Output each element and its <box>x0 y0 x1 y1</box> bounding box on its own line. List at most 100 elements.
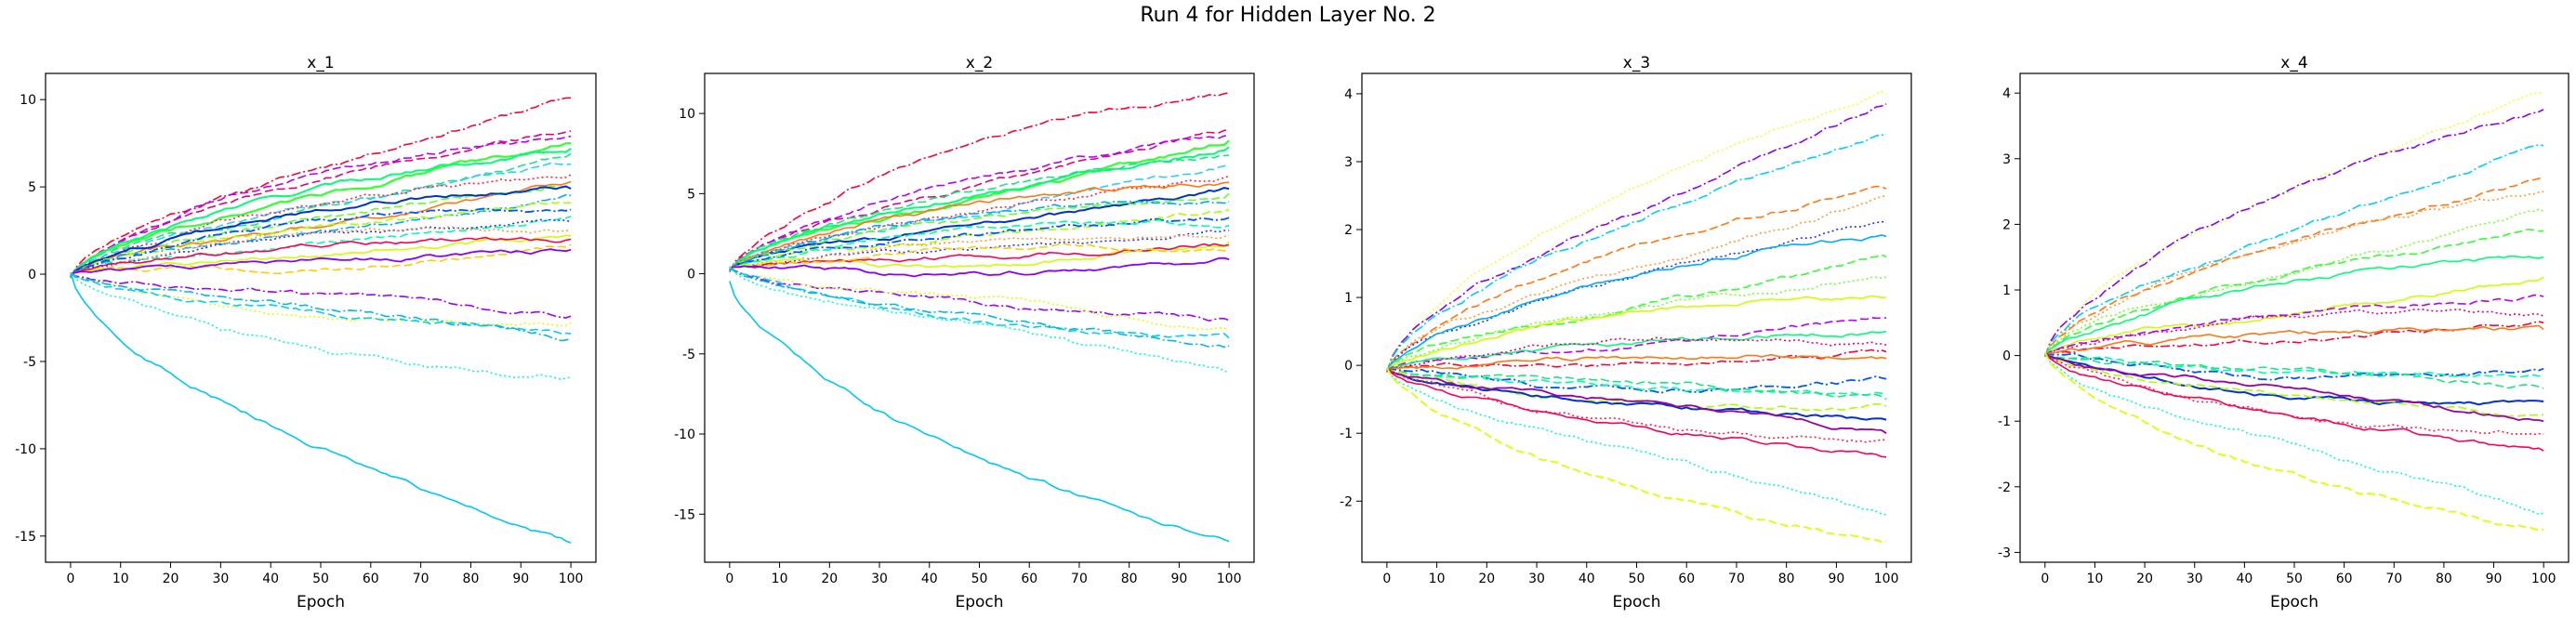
subplot-x1: 0 10 20 30 40 50 60 70 80 90 100 -15 -10 -5 0 5 10 x_1 Epo… <box>15 54 597 611</box>
x-tick-label: 30 <box>2186 572 2203 586</box>
x-tick-label: 80 <box>2436 572 2452 586</box>
subplot-x2: 0 10 20 30 40 50 60 70 80 90 100 -15 -10 -5 0 5 10 x_2 Epo… <box>674 54 1255 611</box>
series-line <box>2043 351 2544 532</box>
series-line <box>729 200 1230 270</box>
series-line <box>729 91 1230 272</box>
series-line <box>1386 90 1887 374</box>
x-axis-label: Epoch <box>1612 593 1660 611</box>
series-line <box>1386 366 1887 543</box>
y-tick-label: -2 <box>1998 480 2011 495</box>
series-line <box>2044 144 2544 358</box>
series-line <box>70 180 572 277</box>
series-line <box>70 147 572 278</box>
series-line <box>1386 330 1887 372</box>
series-line <box>70 272 572 335</box>
series-line <box>2044 352 2544 423</box>
y-tick-label: -5 <box>682 348 695 362</box>
series-line <box>2044 352 2544 417</box>
y-tick-label: -5 <box>23 355 36 370</box>
series-line <box>2044 256 2544 357</box>
x-tick-label: 100 <box>559 572 584 586</box>
series-line <box>70 207 572 276</box>
series-line <box>2044 308 2544 356</box>
series-line <box>729 135 1230 272</box>
series-line <box>70 97 572 279</box>
subplot-x4: 0 10 20 30 40 50 60 70 80 90 100 -3 -2 -1 0 1 2 3 4 x_4 Epoc… <box>1998 54 2569 611</box>
series-line <box>729 187 1230 271</box>
series-line <box>729 266 1230 375</box>
series-line <box>2044 352 2544 436</box>
x-tick-label: 80 <box>1121 572 1138 586</box>
series-line <box>729 266 1230 331</box>
series-line <box>1386 185 1887 373</box>
x-tick-label: 30 <box>212 572 229 586</box>
y-tick-label: 0 <box>28 268 36 283</box>
series-line <box>729 154 1230 271</box>
series-line <box>70 236 572 275</box>
y-tick-label: 10 <box>20 93 36 108</box>
series-line <box>2044 294 2544 356</box>
series-line <box>729 192 1230 270</box>
x-tick-label: 20 <box>1478 572 1495 586</box>
y-tick-label: -1 <box>1340 427 1353 441</box>
series-line <box>70 218 572 276</box>
x-tick-label: 70 <box>413 572 429 586</box>
y-tick-label: -3 <box>1998 546 2011 560</box>
x-axis-label: Epoch <box>955 593 1003 611</box>
series-line <box>729 218 1230 270</box>
y-tick-label: -1 <box>1998 414 2011 429</box>
series-line <box>729 175 1230 271</box>
series-line <box>1386 194 1887 373</box>
series-line <box>70 174 572 278</box>
x-tick-label: 100 <box>2531 572 2556 586</box>
y-tick-label: 4 <box>1344 87 1353 102</box>
y-tick-label: 1 <box>1344 291 1353 306</box>
series-line <box>1386 353 1887 371</box>
series-line <box>70 272 572 327</box>
x-tick-label: 60 <box>363 572 379 586</box>
series-line <box>70 152 572 278</box>
subplot-title: x_3 <box>1623 54 1650 72</box>
x-tick-label: 100 <box>1874 572 1899 586</box>
series-line <box>1386 367 1887 421</box>
series-line <box>2044 109 2544 358</box>
series-line <box>70 135 572 279</box>
series-line <box>70 185 572 277</box>
series-line <box>70 248 572 275</box>
series-line <box>1386 103 1887 373</box>
series-line <box>729 266 1230 339</box>
y-tick-label: -10 <box>674 427 695 442</box>
x-tick-label: 60 <box>2336 572 2353 586</box>
y-tick-label: 0 <box>687 268 695 283</box>
x-tick-label: 0 <box>66 572 74 586</box>
series-line <box>729 243 1230 270</box>
y-tick-label: 0 <box>2002 349 2011 364</box>
series-line <box>729 256 1230 278</box>
x-tick-label: 80 <box>1778 572 1795 586</box>
x-tick-label: 10 <box>2087 572 2104 586</box>
axes-frame <box>704 72 1255 563</box>
x-tick-label: 70 <box>1728 572 1745 586</box>
x-tick-label: 50 <box>971 572 988 586</box>
figure-title: Run 4 for Hidden Layer No. 2 <box>1140 4 1436 27</box>
series-line <box>70 271 572 381</box>
x-tick-label: 90 <box>1170 572 1187 586</box>
series-line <box>729 281 1230 543</box>
series-line <box>2044 324 2544 356</box>
series-line <box>1386 367 1887 516</box>
y-tick-label: 0 <box>1344 359 1353 374</box>
series-line <box>70 243 572 275</box>
series-line <box>1386 368 1887 394</box>
subplot-title: x_1 <box>307 54 334 72</box>
series-line <box>1386 295 1887 372</box>
series-line <box>1386 254 1887 372</box>
x-tick-label: 60 <box>1678 572 1695 586</box>
series-line <box>69 142 572 279</box>
series-line <box>1386 276 1887 372</box>
series-line <box>729 266 1230 348</box>
series-line <box>1386 348 1887 371</box>
x-axis-label: Epoch <box>2270 593 2318 611</box>
y-tick-label: 3 <box>1344 155 1353 170</box>
series-line <box>729 128 1230 272</box>
